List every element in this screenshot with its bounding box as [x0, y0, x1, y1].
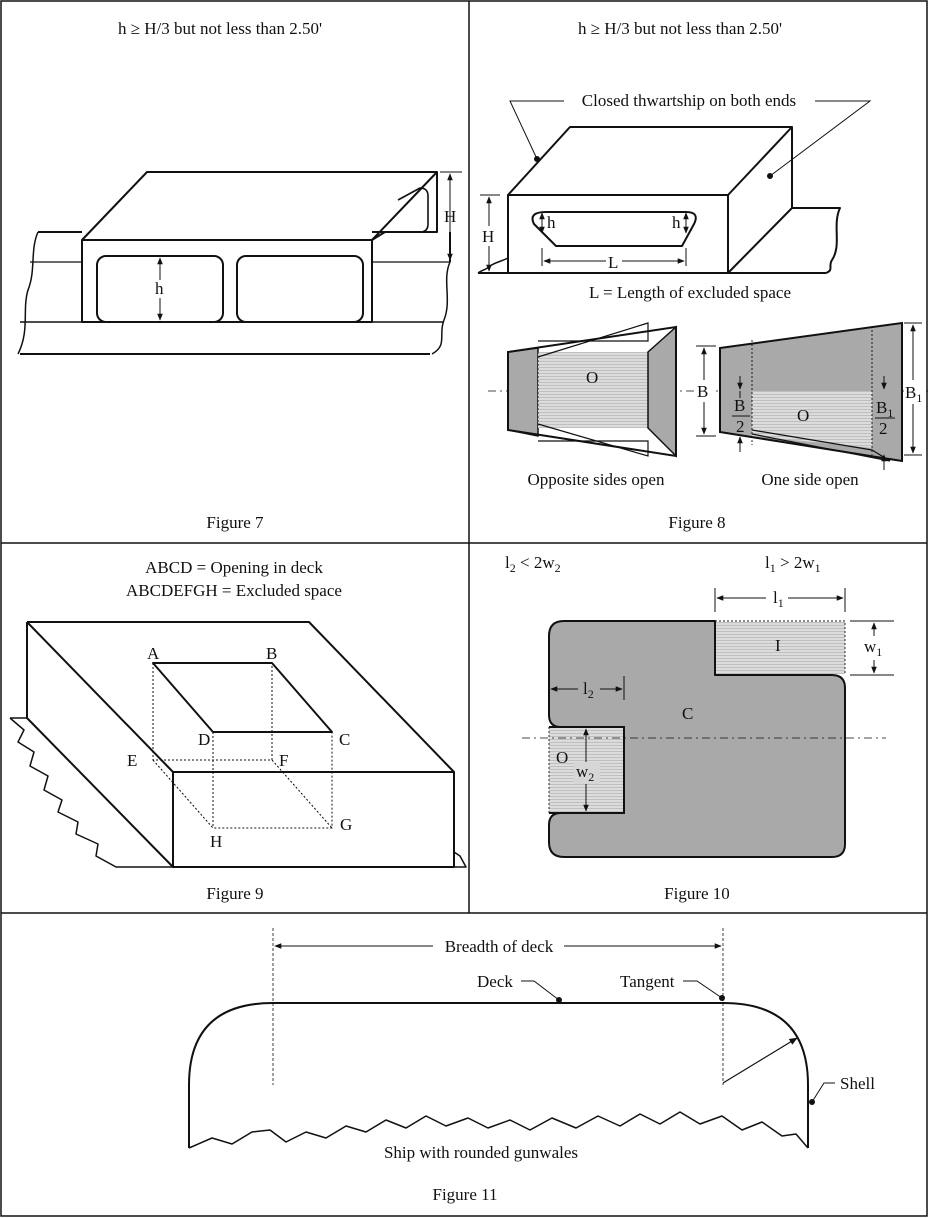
fig10-label-O: O: [556, 748, 568, 767]
fig8-label-h-left: h: [547, 213, 556, 232]
fig8-opposite-caption: Opposite sides open: [528, 470, 665, 489]
fig11-deck-point: [556, 997, 562, 1003]
fig9-point-G: G: [340, 815, 352, 834]
fig11-radius: [722, 1037, 798, 1084]
fig10-right-condition: l1 > 2w1: [765, 553, 821, 575]
fig11-hull: [188, 1002, 809, 1149]
fig9-line1: ABCD = Opening in deck: [145, 558, 323, 577]
fig8-callout: Closed thwartship on both ends: [582, 91, 796, 110]
fig8-dim-half-B: [732, 376, 750, 452]
figure-10: l2 < 2w2 l1 > 2w1 l1 w1 l2 w2 I: [505, 553, 894, 903]
fig11-breadth-dim: [272, 928, 724, 1085]
fig9-point-E: E: [127, 751, 137, 770]
fig8-label-h-right: h: [672, 213, 681, 232]
figure-8: h ≥ H/3 but not less than 2.50' Closed t…: [477, 19, 928, 532]
fig9-line2: ABCDEFGH = Excluded space: [126, 581, 342, 600]
fig10-dim-w1: w1: [864, 637, 882, 659]
figure-11: Breadth of deck Deck Tangent Shell Ship …: [188, 928, 875, 1204]
fig10-shape: [548, 620, 846, 858]
fig9-point-C: C: [339, 730, 350, 749]
fig8-condition: h ≥ H/3 but not less than 2.50': [578, 19, 782, 38]
fig8-length-note: L = Length of excluded space: [589, 283, 791, 302]
fig11-breadth-label: Breadth of deck: [445, 937, 554, 956]
fig11-tangent-point: [719, 995, 725, 1001]
fig10-label-C: C: [682, 704, 693, 723]
fig9-point-A: A: [147, 644, 160, 663]
fig7-condition: h ≥ H/3 but not less than 2.50': [118, 19, 322, 38]
fig11-tangent-label: Tangent: [620, 972, 675, 991]
figure-7: h ≥ H/3 but not less than 2.50' H: [17, 19, 462, 532]
fig8-half-B-den: 2: [736, 417, 745, 436]
fig11-shell-label: Shell: [840, 1074, 875, 1093]
fig9-point-D: D: [198, 730, 210, 749]
fig9-hidden-edges: [152, 663, 333, 829]
fig8-dim-half-B1: [875, 376, 895, 470]
fig7-label-H: H: [444, 207, 456, 226]
fig8-callout-leaders: [509, 100, 872, 179]
fig8-one-side-caption: One side open: [761, 470, 859, 489]
fig8-half-B-num: B: [734, 396, 745, 415]
fig8-dims-upper: [480, 194, 689, 272]
fig9-point-F: F: [279, 751, 288, 770]
fig8-label-B1: B1: [905, 383, 922, 405]
fig7-drawing: [17, 171, 451, 355]
fig9-drawing: [9, 621, 467, 868]
fig8-half-B1-num: B1: [876, 398, 893, 420]
fig8-half-B1-den: 2: [879, 419, 888, 438]
fig8-one-side: [719, 321, 903, 463]
fig8-label-O-right: O: [797, 406, 809, 425]
fig8-label-L: L: [608, 253, 618, 272]
fig10-label-I: I: [775, 636, 781, 655]
fig11-deck-label: Deck: [477, 972, 513, 991]
fig10-left-condition: l2 < 2w2: [505, 553, 561, 575]
fig11-caption: Figure 11: [432, 1185, 497, 1204]
fig9-point-H: H: [210, 832, 222, 851]
fig8-label-B: B: [697, 382, 708, 401]
fig9-caption: Figure 9: [206, 884, 263, 903]
fig10-dim-w2: w2: [576, 762, 594, 784]
fig8-opposite-sides: [507, 322, 677, 458]
fig9-point-B: B: [266, 644, 277, 663]
fig10-dim-l1: l1: [773, 588, 784, 610]
fig7-label-h: h: [155, 279, 164, 298]
fig10-caption: Figure 10: [664, 884, 730, 903]
fig10-dim-l2: l2: [583, 679, 594, 701]
fig10-region-I: [716, 622, 845, 674]
fig8-box-drawing: [477, 126, 841, 274]
fig7-caption: Figure 7: [206, 513, 264, 532]
fig8-label-O-left: O: [586, 368, 598, 387]
fig8-label-H: H: [482, 227, 494, 246]
fig11-ship-label: Ship with rounded gunwales: [384, 1143, 578, 1162]
fig11-shell-point: [809, 1099, 815, 1105]
fig8-caption: Figure 8: [668, 513, 725, 532]
figure-9: ABCD = Opening in deck ABCDEFGH = Exclud…: [9, 558, 467, 903]
fig7-dim-H: [440, 171, 462, 261]
fig11-leaders: [521, 980, 835, 1103]
